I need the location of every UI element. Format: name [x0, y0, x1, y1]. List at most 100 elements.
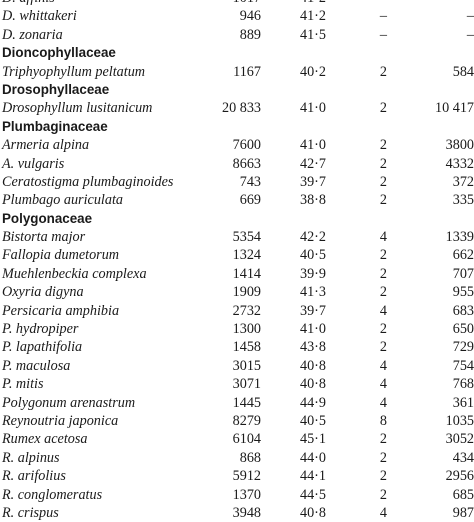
cell-col-1: 743 — [239, 173, 261, 190]
cell-col-4: 1339 — [445, 229, 474, 246]
cell-col-4: 650 — [452, 321, 474, 338]
table-row: D. whittakeri 946 41·2 – – — [0, 7, 474, 25]
species-name: D. affinis — [2, 0, 55, 7]
family-name: Plumbaginaceae — [2, 118, 108, 134]
cell-col-1: 1414 — [232, 265, 261, 282]
cell-col-4: 335 — [452, 192, 474, 209]
cell-col-4: 683 — [452, 302, 474, 319]
species-name: R. conglomeratus — [2, 486, 103, 503]
table-row: P. maculosa 3015 40·8 4 754 — [0, 357, 474, 375]
species-name: Plumbago auriculata — [2, 192, 123, 209]
cell-col-3: 2 — [379, 63, 387, 80]
species-name: A. vulgaris — [2, 155, 65, 172]
cell-col-3: 4 — [379, 394, 387, 411]
family-name: Dioncophyllaceae — [2, 45, 116, 61]
cell-col-3: 2 — [379, 100, 387, 117]
cell-col-3: 2 — [379, 173, 387, 190]
cell-col-2: 41·3 — [299, 284, 326, 301]
cell-col-2: 41·0 — [299, 100, 326, 117]
cell-col-2: 41·2 — [300, 0, 326, 7]
species-name: Ceratostigma plumbaginoides — [2, 173, 174, 190]
cell-col-2: 44·9 — [299, 394, 326, 411]
family-heading-row: Polygonaceae — [0, 210, 474, 228]
species-name: P. mitis — [2, 376, 44, 393]
cell-col-3: 2 — [379, 155, 387, 172]
cell-col-2: 40·5 — [299, 247, 326, 264]
table-row: Fallopia dumetorum 1324 40·5 2 662 — [0, 246, 474, 264]
cell-col-4: 2956 — [445, 468, 474, 485]
cell-col-2: 40·2 — [299, 63, 326, 80]
table-row: A. vulgaris 8663 42·7 2 4332 — [0, 155, 474, 173]
cell-col-1: 5354 — [232, 229, 261, 246]
cell-col-2: 43·8 — [299, 339, 326, 356]
cell-col-3: 2 — [379, 431, 387, 448]
species-name: D. whittakeri — [2, 8, 77, 25]
cell-col-1: 1909 — [232, 284, 261, 301]
cell-col-2: 41·5 — [299, 26, 326, 43]
cell-col-2: 40·8 — [299, 357, 326, 374]
cell-col-4: 361 — [452, 394, 474, 411]
cell-col-2: 41·0 — [299, 137, 326, 154]
cell-col-3: 4 — [379, 376, 387, 393]
table-row: Reynoutria japonica 8279 40·5 8 1035 — [0, 412, 474, 430]
cell-col-1: 1017 — [233, 0, 261, 7]
cell-col-3: 2 — [379, 192, 387, 209]
cell-col-1: 889 — [239, 26, 261, 43]
table-row: R. conglomeratus 1370 44·5 2 685 — [0, 486, 474, 504]
species-name: Bistorta major — [2, 229, 86, 246]
cell-col-2: 42·2 — [299, 229, 326, 246]
cell-col-3: 2 — [379, 449, 387, 466]
table-row: R. arifolius 5912 44·1 2 2956 — [0, 467, 474, 485]
cell-col-4: 434 — [452, 449, 474, 466]
cell-col-1: 2732 — [232, 302, 261, 319]
cell-col-3: 4 — [379, 302, 387, 319]
table-row: D. affinis 1017 41·2 — [0, 0, 474, 7]
family-heading-row: Dioncophyllaceae — [0, 44, 474, 62]
cell-col-4: 372 — [452, 173, 474, 190]
cell-col-4: 707 — [452, 265, 474, 282]
family-heading-row: Drosophyllaceae — [0, 81, 474, 99]
cell-col-3: – — [379, 8, 387, 25]
species-name: Triphyophyllum peltatum — [2, 63, 146, 80]
cell-col-2: 40·5 — [299, 412, 326, 429]
cell-col-4: 685 — [452, 486, 474, 503]
cell-col-4: 987 — [452, 504, 474, 521]
cell-col-1: 3015 — [232, 357, 261, 374]
table-row: D. zonaria 889 41·5 – – — [0, 26, 474, 44]
cell-col-2: 39·7 — [299, 302, 326, 319]
family-name: Polygonaceae — [2, 210, 93, 226]
cell-col-4: 662 — [452, 247, 474, 264]
species-name: Muehlenbeckia complexa — [2, 265, 147, 282]
cell-col-4: – — [466, 8, 474, 25]
cell-col-4: 768 — [452, 376, 474, 393]
species-name: Polygonum arenastrum — [2, 394, 136, 411]
cell-col-4: 584 — [452, 63, 474, 80]
cell-col-2: 44·0 — [299, 449, 326, 466]
cell-col-2: 39·9 — [299, 265, 326, 282]
cell-col-2: 42·7 — [299, 155, 326, 172]
species-name: Fallopia dumetorum — [2, 247, 120, 264]
cell-col-1: 7600 — [232, 137, 261, 154]
table-row: Triphyophyllum peltatum 1167 40·2 2 584 — [0, 63, 474, 81]
cell-col-1: 5912 — [232, 468, 261, 485]
cell-col-4: 3800 — [445, 137, 474, 154]
table-row: R. alpinus 868 44·0 2 434 — [0, 449, 474, 467]
cell-col-3: 2 — [379, 486, 387, 503]
cell-col-1: 1458 — [232, 339, 261, 356]
table-row: Armeria alpina 7600 41·0 2 3800 — [0, 136, 474, 154]
cell-col-2: 39·7 — [299, 173, 326, 190]
species-name: P. maculosa — [2, 357, 71, 374]
cell-col-2: 44·1 — [299, 468, 326, 485]
cell-col-3: 2 — [379, 247, 387, 264]
cell-col-4: 10 417 — [434, 100, 474, 117]
table-row: Muehlenbeckia complexa 1414 39·9 2 707 — [0, 265, 474, 283]
species-name: R. crispus — [2, 504, 59, 521]
cell-col-4: 4332 — [445, 155, 474, 172]
cell-col-1: 1445 — [232, 394, 261, 411]
cell-col-1: 946 — [239, 8, 261, 25]
table-row: Persicaria amphibia 2732 39·7 4 683 — [0, 302, 474, 320]
cell-col-3: 4 — [379, 357, 387, 374]
cell-col-2: 38·8 — [299, 192, 326, 209]
cell-col-1: 3071 — [232, 376, 261, 393]
